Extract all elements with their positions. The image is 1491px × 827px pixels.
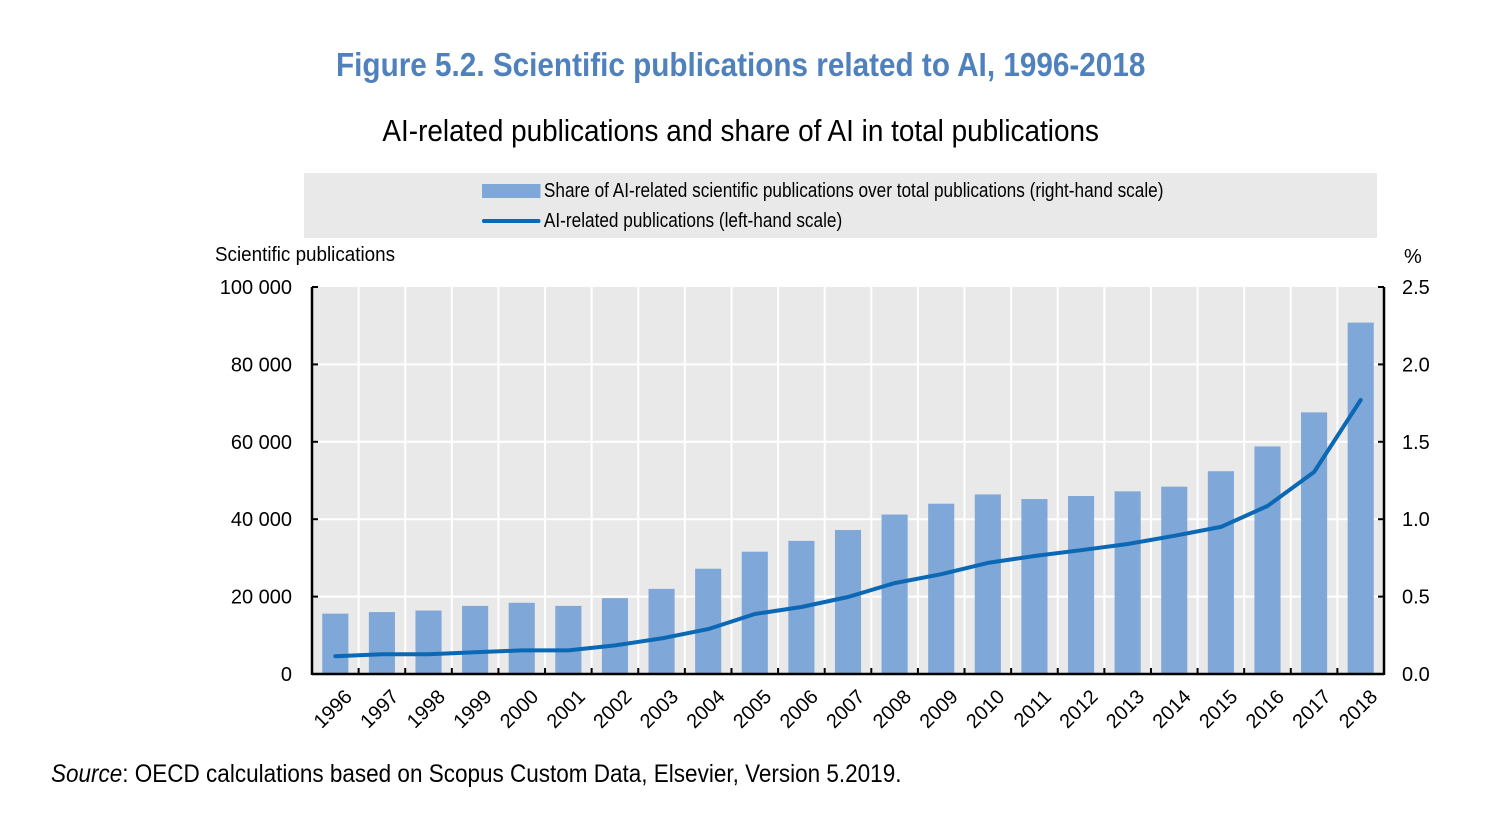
x-tick-label: 1998	[403, 686, 450, 733]
bar-2011	[1021, 499, 1048, 674]
right-tick-labels: 0.0 0.5 1.0 1.5 2.0 2.5	[1402, 277, 1430, 686]
bar-2015	[1207, 471, 1234, 674]
left-tick-label: 100 000	[220, 277, 292, 299]
left-tick-label: 0	[281, 664, 292, 686]
legend-item-publications: AI-related publications (left-hand scale…	[482, 209, 842, 233]
left-tick-label: 40 000	[231, 509, 292, 531]
bar-2003	[648, 588, 675, 674]
legend: Share of AI-related scientific publicati…	[304, 173, 1377, 238]
x-tick-label: 2012	[1055, 686, 1102, 733]
x-tick-label: 2010	[962, 686, 1009, 733]
figure-title: Figure 5.2. Scientific publications rela…	[336, 46, 1146, 83]
x-tick-label: 2009	[916, 686, 963, 733]
left-tick-label: 20 000	[231, 587, 292, 609]
x-tick-label: 1997	[356, 686, 403, 733]
left-axis-label: Scientific publications	[215, 244, 395, 266]
legend-swatch-bar	[482, 184, 541, 198]
bar-1996	[322, 613, 349, 674]
source-text: : OECD calculations based on Scopus Cust…	[122, 760, 902, 788]
bar-1997	[368, 612, 395, 674]
legend-item-share: Share of AI-related scientific publicati…	[482, 179, 1163, 203]
x-tick-label: 2002	[589, 686, 636, 733]
x-tick-label: 2005	[729, 686, 776, 733]
legend-label-publications: AI-related publications (left-hand scale…	[543, 209, 843, 232]
x-tick-label: 2004	[683, 686, 730, 733]
right-axis-label: %	[1404, 246, 1422, 268]
bar-2009	[928, 503, 955, 674]
source-label: Source	[51, 760, 123, 788]
x-tick-label: 2001	[543, 686, 590, 733]
bar-2002	[601, 598, 629, 674]
bar-2000	[508, 602, 535, 674]
right-tick-label: 2.5	[1402, 277, 1430, 299]
bar-2008	[881, 514, 908, 674]
bar-2012	[1067, 495, 1095, 674]
right-tick-label: 2.0	[1402, 354, 1430, 376]
axes	[310, 286, 1386, 676]
bar-2014	[1161, 486, 1188, 674]
bar-2018	[1347, 322, 1374, 674]
grid	[312, 287, 1384, 674]
x-tick-label: 2007	[822, 686, 869, 733]
x-tick-label: 1999	[450, 686, 497, 733]
x-tick-label: 1996	[310, 686, 357, 733]
figure-subtitle: AI-related publications and share of AI …	[382, 113, 1099, 148]
bar-2016	[1254, 446, 1281, 674]
right-tick-label: 0.5	[1402, 587, 1430, 609]
bar-1999	[462, 605, 489, 674]
x-tick-label: 2000	[496, 686, 543, 733]
left-tick-label: 80 000	[231, 354, 292, 376]
x-tick-label: 2014	[1149, 686, 1196, 733]
bar-2007	[834, 530, 862, 674]
right-tick-label: 1.5	[1402, 432, 1430, 454]
legend-label-share: Share of AI-related scientific publicati…	[543, 179, 1164, 202]
series-line	[333, 398, 1363, 659]
bar-2004	[695, 568, 722, 674]
bars	[322, 322, 1374, 674]
bar-2013	[1114, 491, 1141, 674]
source-note: Source: OECD calculations based on Scopu…	[51, 760, 901, 789]
legend-swatch-line	[482, 219, 541, 223]
bar-2017	[1301, 412, 1328, 674]
x-tick-label: 2013	[1102, 686, 1149, 733]
x-tick-label: 2011	[1010, 686, 1056, 732]
x-tick-label: 2008	[869, 686, 916, 733]
x-tick-label: 2015	[1195, 686, 1242, 733]
right-tick-label: 1.0	[1402, 509, 1430, 531]
right-tick-label: 0.0	[1402, 664, 1430, 686]
left-tick-labels: 0 20 000 40 000 60 000 80 000 100 000	[220, 277, 292, 686]
x-tick-label: 2016	[1242, 686, 1289, 733]
x-tick-label: 2006	[776, 686, 823, 733]
x-tick-labels: 1996 1997 1998 1999 2000 2001 2002 2003 2004 2005…	[310, 686, 1382, 733]
left-tick-label: 60 000	[231, 432, 292, 454]
bar-2001	[555, 605, 582, 674]
x-tick-label: 2018	[1335, 686, 1382, 733]
x-tick-label: 2017	[1288, 686, 1335, 733]
bar-1998	[415, 610, 442, 674]
bar-2010	[974, 494, 1001, 674]
x-tick-label: 2003	[636, 686, 683, 733]
